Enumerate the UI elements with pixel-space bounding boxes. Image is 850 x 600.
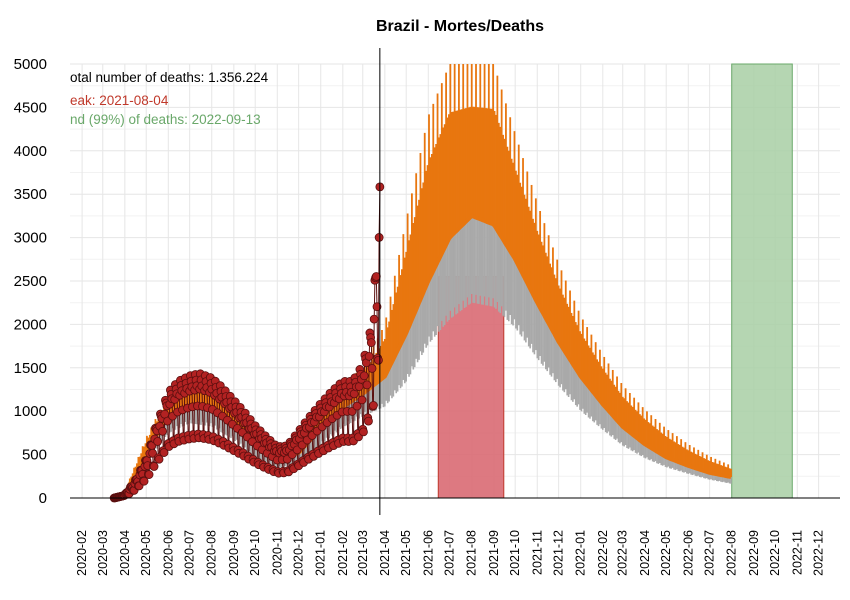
observed-point [352,401,362,411]
x-tick-label: 2020-04 [118,530,132,576]
x-tick-label: 2020-11 [270,530,284,575]
x-tick-label: 2021-05 [399,530,413,576]
x-tick-label: 2022-12 [812,530,826,576]
observed-point [148,448,158,458]
axes [70,48,840,515]
x-tick-label: 2021-01 [314,530,328,576]
observed-point [374,233,384,242]
x-tick-label: 2021-06 [421,530,435,576]
observed-deaths [109,182,385,503]
observed-point [369,401,378,410]
observed-point [149,462,159,471]
x-tick-label: 2021-12 [552,530,566,576]
x-tick-label: 2022-05 [659,530,673,576]
x-tick-label: 2022-08 [725,530,739,576]
x-tick-label: 2021-09 [487,530,501,576]
y-tick-label: 1500 [14,360,47,377]
x-tick-label: 2022-01 [574,530,588,576]
x-tick-label: 2020-12 [292,530,306,576]
observed-point [371,272,381,281]
x-tick-label: 2022-04 [638,530,652,576]
observed-point [359,371,369,381]
x-tick-label: 2021-03 [356,530,370,576]
y-tick-label: 4000 [14,143,47,160]
x-tick-label: 2021-04 [378,530,392,576]
x-tick-label: 2022-02 [596,530,610,576]
annotation-peak: eak: 2021-08-04 [70,93,169,108]
x-tick-label: 2022-10 [768,530,782,576]
y-tick-label: 2500 [14,273,47,290]
x-tick-label: 2022-03 [616,530,630,576]
x-tick-label: 2020-09 [227,530,241,576]
x-tick-label: 2021-02 [336,530,350,576]
y-tick-label: 1000 [14,403,47,420]
annotation-total-deaths: otal number of deaths: 1.356.224 [70,70,269,85]
y-tick-labels: 0 500 1000 1500 2000 2500 3000 3500 4000 4500 5000 [14,56,47,507]
observed-point [158,426,167,436]
y-tick-label: 500 [22,447,47,464]
x-tick-label: 2021-08 [465,530,479,576]
observed-point [354,382,364,391]
x-tick-label: 2022-06 [681,530,695,576]
y-tick-label: 5000 [14,56,47,73]
x-tick-label: 2020-03 [96,530,110,576]
x-tick-label: 2020-02 [75,530,89,576]
observed-point [359,427,368,437]
y-tick-label: 3500 [14,186,47,203]
y-tick-label: 4500 [14,99,47,116]
y-tick-label: 0 [39,490,47,507]
x-tick-labels: 2020-02 2020-03 2020-04 2020-05 2020-06 2020-… [75,530,826,576]
x-tick-label: 2020-08 [205,530,219,576]
observed-point [367,364,377,373]
annotations: otal number of deaths: 1.356.224 eak: 20… [70,70,269,127]
observed-point [144,470,154,479]
x-tick-label: 2020-10 [248,530,262,576]
observed-point [154,454,164,464]
x-tick-label: 2022-07 [703,530,717,576]
y-tick-label: 3000 [14,230,47,247]
x-tick-label: 2021-07 [443,530,457,576]
x-tick-label: 2020-07 [183,530,197,576]
observed-point [159,448,169,457]
observed-point [357,395,367,405]
end-band [731,63,793,499]
annotation-end: nd (99%) of deaths: 2022-09-13 [70,112,261,127]
observed-point [139,476,149,486]
chart-title: Brazil - Mortes/Deaths [376,18,544,35]
observed-point [366,338,376,348]
observed-point [153,437,163,446]
observed-point [372,302,382,312]
observed-point [364,351,374,361]
x-tick-label: 2022-09 [747,530,761,576]
observed-point [369,314,379,324]
x-tick-label: 2021-11 [530,530,544,575]
x-tick-label: 2021-10 [508,530,522,576]
x-tick-label: 2020-06 [161,530,175,576]
observed-point [347,407,357,416]
x-tick-label: 2020-05 [139,530,153,576]
y-tick-label: 2000 [14,316,47,333]
observed-point [374,355,383,365]
observed-point [364,416,373,426]
x-tick-label: 2022-11 [790,530,804,575]
observed-point [362,380,372,390]
